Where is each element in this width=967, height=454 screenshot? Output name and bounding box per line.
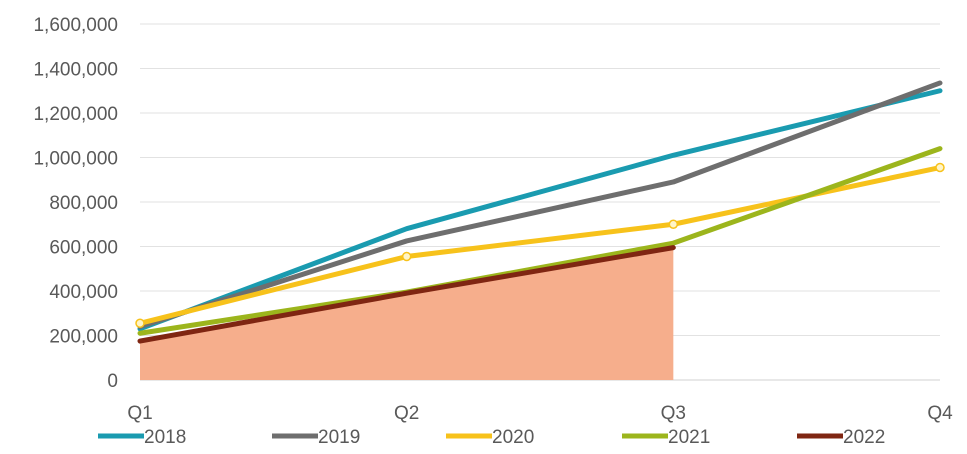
x-tick-label: Q3 [661,403,686,424]
legend-item-2022: 2022 [797,427,885,448]
series-line-2021 [137,146,943,336]
point-2020 [668,219,679,229]
legend-item-2019: 2019 [272,427,360,448]
series-line-2019 [137,80,943,330]
legend-item-2020: 2020 [446,427,534,448]
legend-item-2018: 2018 [98,427,186,448]
point-2020 [935,162,945,173]
y-tick-label: 1,000,000 [33,149,118,170]
legend-label: 2021 [668,427,710,448]
area-2022 [140,247,674,380]
area-layer [140,247,674,380]
legend-label: 2022 [843,427,885,448]
x-tick-label: Q4 [927,403,953,424]
legend: 2018 2019 2020 2021 2022 [98,427,885,448]
legend-item-2021: 2021 [622,427,710,448]
y-tick-label: 0 [107,371,118,392]
y-tick-label: 600,000 [49,238,118,259]
legend-label: 2019 [318,427,360,448]
legend-label: 2020 [492,427,534,448]
legend-label: 2018 [144,427,186,448]
y-tick-label: 1,200,000 [33,104,118,125]
x-axis: Q1 Q2 Q3 Q4 [127,403,953,424]
y-tick-label: 800,000 [49,193,118,214]
series-layer [135,80,945,344]
y-axis: 0 200,000 400,000 600,000 800,000 1,000,000 1,… [33,15,118,392]
y-tick-label: 400,000 [49,282,118,303]
point-2020 [401,251,412,262]
y-tick-label: 1,400,000 [33,60,118,81]
x-tick-label: Q2 [394,403,419,424]
series-line-2018 [137,88,943,332]
y-tick-label: 1,600,000 [33,15,118,36]
y-tick-label: 200,000 [49,327,118,348]
series-line-2022 [137,245,676,344]
x-tick-label: Q1 [127,403,152,424]
point-2020 [135,318,145,329]
